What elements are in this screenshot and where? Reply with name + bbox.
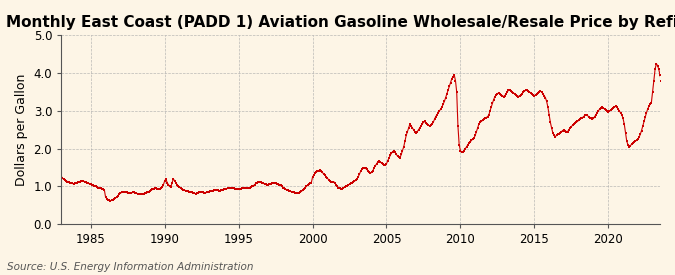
Title: Monthly East Coast (PADD 1) Aviation Gasoline Wholesale/Resale Price by Refiners: Monthly East Coast (PADD 1) Aviation Gas…	[6, 15, 675, 30]
Y-axis label: Dollars per Gallon: Dollars per Gallon	[15, 74, 28, 186]
Text: Source: U.S. Energy Information Administration: Source: U.S. Energy Information Administ…	[7, 262, 253, 272]
